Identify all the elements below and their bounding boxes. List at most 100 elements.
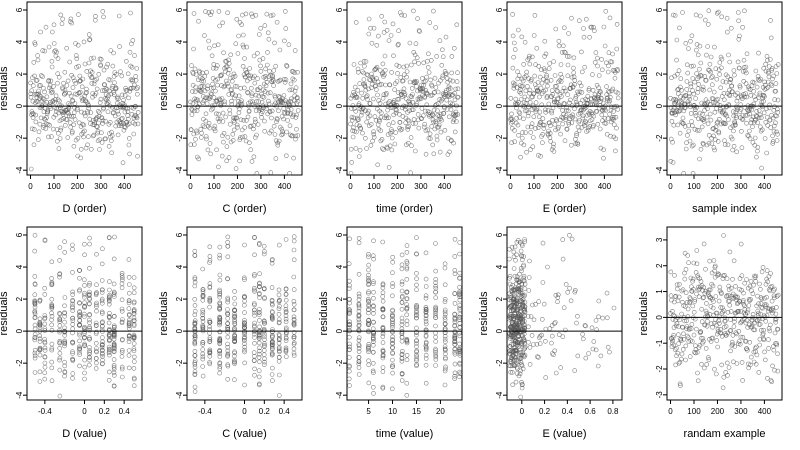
data-point [694,127,700,133]
y-tick-label: 6 [495,232,504,237]
data-point [217,306,222,312]
data-point [521,322,527,327]
data-point [226,83,231,89]
data-point [739,145,745,150]
data-point [404,296,410,301]
data-point [192,364,198,370]
data-point [747,111,752,117]
x-tick-label: 0.4 [279,407,291,416]
data-point [433,350,438,355]
data-point [528,130,534,135]
data-point [681,336,687,342]
data-point [262,320,267,326]
data-point [574,133,579,138]
data-point [591,113,597,119]
data-point [550,144,556,150]
data-point [365,97,370,102]
data-point [63,117,69,122]
data-point [442,69,448,74]
x-tick-label: -0.4 [38,407,52,416]
data-point [670,335,676,340]
data-point [423,347,429,353]
data-point [676,99,682,104]
data-point [707,68,712,73]
data-point [111,364,117,370]
data-point [518,97,524,102]
data-point [352,84,358,90]
data-point [41,85,46,91]
data-point [442,347,448,353]
data-point [583,355,589,361]
data-point [130,77,135,83]
data-point [275,142,281,148]
data-point [725,74,731,80]
data-point [512,81,518,87]
data-point [401,72,407,77]
data-point [552,348,558,354]
data-point [521,338,527,344]
data-point [283,98,288,103]
data-point [433,334,438,340]
data-point [607,349,612,355]
x-tick-label: 15 [412,407,421,416]
data-point [721,374,727,380]
data-point [100,121,105,126]
data-point [261,95,267,100]
x-tick-label: 100 [527,182,541,191]
data-point [62,87,68,93]
data-point [375,122,381,127]
data-point [80,121,85,127]
data-point [394,103,400,108]
data-point [200,312,205,318]
data-point [290,114,295,120]
data-point [205,83,210,89]
data-point [370,342,376,348]
data-point [209,92,214,97]
data-point [607,15,613,21]
data-point [45,109,51,115]
data-point [528,124,534,130]
data-point [521,278,527,284]
data-point [679,324,685,330]
data-point [192,325,198,331]
data-point [70,292,75,297]
data-point [192,253,198,258]
data-point [190,100,196,106]
data-point [29,126,35,132]
data-point [357,123,362,129]
data-point [514,295,520,301]
data-point [522,309,528,315]
data-point [42,285,48,291]
data-point [710,324,715,330]
data-point [273,63,279,69]
data-point [75,42,81,48]
data-point [347,310,352,315]
data-point [455,95,461,100]
data-point [200,324,206,330]
data-point [32,370,38,375]
data-point [217,361,222,367]
data-point [93,17,98,23]
data-point [669,336,675,342]
data-point [125,71,131,77]
data-point [72,117,78,122]
data-point [545,107,551,113]
data-point [291,302,297,307]
data-point [78,147,84,152]
data-point [219,72,224,78]
data-point [399,279,405,285]
x-tick-label: 0 [348,182,353,191]
data-point [602,43,608,49]
data-point [414,79,420,84]
data-point [70,340,75,346]
data-point [366,346,371,351]
data-point [575,89,580,95]
data-point [87,289,92,295]
data-point [519,268,524,274]
data-point [773,120,778,126]
data-point [131,275,137,280]
data-point [350,103,356,108]
data-point [32,248,38,254]
data-point [200,373,206,379]
